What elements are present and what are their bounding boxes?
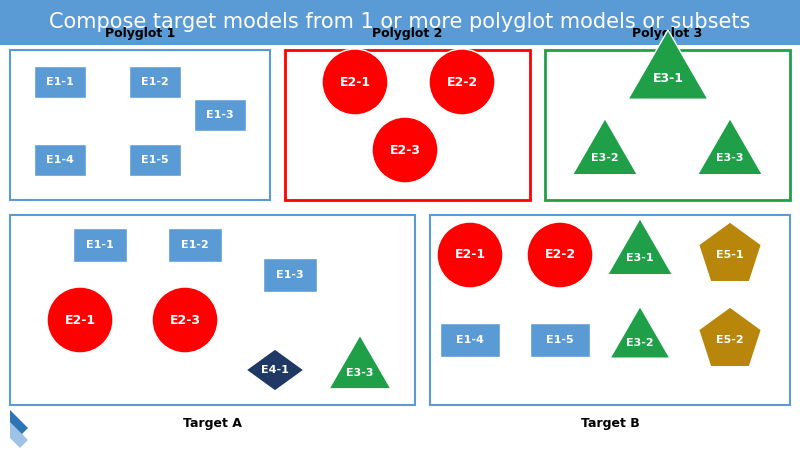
Polygon shape: [329, 335, 391, 389]
Text: E1-5: E1-5: [546, 335, 574, 345]
Ellipse shape: [372, 117, 438, 183]
Ellipse shape: [437, 222, 503, 288]
Text: E3-3: E3-3: [346, 368, 374, 378]
Polygon shape: [610, 306, 670, 358]
Text: Polyglot 1: Polyglot 1: [105, 27, 175, 40]
FancyBboxPatch shape: [168, 228, 222, 262]
Text: E1-2: E1-2: [181, 240, 209, 250]
Text: Polyglot 2: Polyglot 2: [372, 27, 442, 40]
Text: E3-2: E3-2: [626, 338, 654, 347]
Polygon shape: [10, 410, 28, 436]
Text: E1-4: E1-4: [456, 335, 484, 345]
Ellipse shape: [429, 49, 495, 115]
Text: E2-2: E2-2: [446, 76, 478, 89]
FancyBboxPatch shape: [73, 228, 127, 262]
Text: E2-1: E2-1: [454, 248, 486, 261]
Text: E5-1: E5-1: [716, 250, 744, 260]
Polygon shape: [628, 30, 708, 99]
Text: E3-1: E3-1: [653, 72, 683, 85]
FancyBboxPatch shape: [34, 66, 86, 98]
Text: E1-3: E1-3: [206, 110, 234, 120]
Text: E1-5: E1-5: [141, 155, 169, 165]
Text: E1-1: E1-1: [86, 240, 114, 250]
Polygon shape: [607, 218, 673, 274]
FancyBboxPatch shape: [440, 323, 500, 357]
FancyBboxPatch shape: [194, 99, 246, 131]
Polygon shape: [698, 307, 762, 367]
Text: Polyglot 3: Polyglot 3: [632, 27, 702, 40]
Bar: [430, 215, 790, 405]
Text: E2-2: E2-2: [545, 248, 575, 261]
Text: E3-1: E3-1: [626, 253, 654, 263]
FancyBboxPatch shape: [34, 144, 86, 176]
Polygon shape: [698, 222, 762, 282]
Bar: [545, 50, 790, 200]
Text: Target A: Target A: [183, 417, 242, 430]
Text: E2-3: E2-3: [170, 314, 201, 327]
Polygon shape: [10, 422, 28, 448]
Polygon shape: [246, 349, 304, 391]
Text: E1-3: E1-3: [276, 270, 304, 280]
Ellipse shape: [322, 49, 388, 115]
Polygon shape: [698, 118, 762, 175]
FancyBboxPatch shape: [129, 144, 181, 176]
Text: E4-1: E4-1: [261, 365, 289, 375]
Ellipse shape: [527, 222, 593, 288]
Text: E3-3: E3-3: [716, 153, 744, 163]
Bar: [285, 50, 530, 200]
Bar: [0, 0, 800, 45]
FancyBboxPatch shape: [129, 66, 181, 98]
Text: E1-4: E1-4: [46, 155, 74, 165]
Bar: [10, 50, 270, 200]
Text: E5-2: E5-2: [716, 335, 744, 345]
Bar: [10, 215, 415, 405]
Polygon shape: [573, 118, 638, 175]
Text: E1-2: E1-2: [141, 77, 169, 87]
Text: Target B: Target B: [581, 417, 639, 430]
Text: E2-1: E2-1: [65, 314, 95, 327]
Text: E2-3: E2-3: [390, 144, 421, 157]
Text: E2-1: E2-1: [339, 76, 370, 89]
FancyBboxPatch shape: [530, 323, 590, 357]
Text: Compose target models from 1 or more polyglot models or subsets: Compose target models from 1 or more pol…: [50, 13, 750, 32]
Text: E1-1: E1-1: [46, 77, 74, 87]
Ellipse shape: [152, 287, 218, 353]
Text: E3-2: E3-2: [591, 153, 619, 163]
Ellipse shape: [47, 287, 113, 353]
FancyBboxPatch shape: [263, 258, 317, 292]
